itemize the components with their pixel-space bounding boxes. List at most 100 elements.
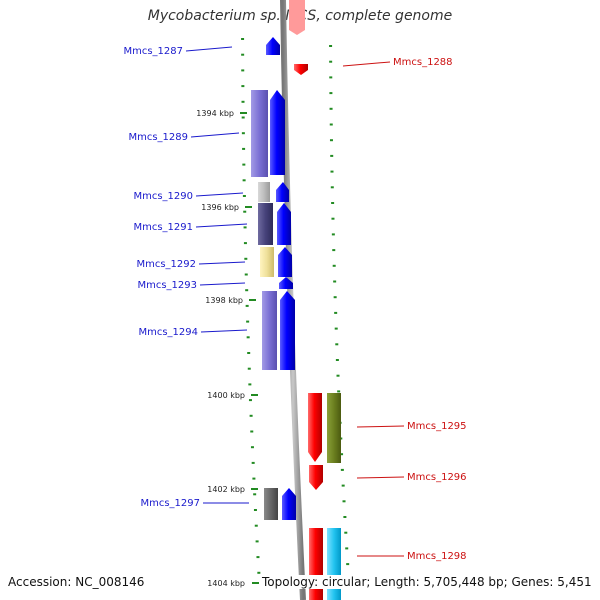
guide-dot (336, 374, 340, 377)
tick-1404: 1404 kbp (207, 579, 259, 588)
guide-dot (329, 45, 333, 47)
guide-dot (241, 69, 245, 72)
guide-dot (329, 76, 333, 79)
guide-dot (340, 468, 344, 471)
tick-label: 1400 kbp (207, 391, 245, 400)
gene-arrow-1297[interactable] (282, 488, 296, 520)
guide-dot (329, 92, 333, 95)
guide-dot (250, 446, 254, 449)
guide-dot (329, 60, 333, 63)
guide-dot (345, 547, 349, 550)
label-group-1293[interactable]: Mmcs_1293 (137, 280, 246, 291)
label-group-1297[interactable]: Mmcs_1297 (140, 498, 249, 509)
guide-dot (340, 453, 344, 456)
guide-dot (248, 399, 252, 402)
tick-1396: 1396 kbp (201, 203, 252, 212)
cog-box-1290[interactable] (258, 182, 270, 202)
guide-dot (251, 461, 255, 464)
gene-arrow-1289[interactable] (270, 90, 285, 175)
guide-dot (255, 540, 259, 543)
gene-label[interactable]: Mmcs_1289 (128, 132, 188, 143)
guide-dot (242, 163, 246, 166)
guide-dot (331, 233, 335, 236)
guide-dot (241, 132, 245, 135)
cog-box-1298[interactable] (327, 528, 341, 600)
label-group-1287[interactable]: Mmcs_1287 (123, 46, 233, 57)
tick-label: 1394 kbp (196, 109, 234, 118)
label-group-1295[interactable]: Mmcs_1295 (356, 421, 467, 432)
cog-box-1291[interactable] (258, 203, 273, 245)
guide-dot (256, 556, 260, 559)
guide-dot (246, 336, 250, 339)
label-group-1292[interactable]: Mmcs_1292 (136, 259, 246, 270)
guide-dot (244, 257, 248, 260)
guide-dot (331, 217, 335, 220)
cog-box-1292[interactable] (260, 247, 274, 277)
guide-dot (344, 531, 348, 534)
guide-dot (241, 38, 245, 40)
label-group-1294[interactable]: Mmcs_1294 (138, 327, 248, 338)
gene-arrow-1291[interactable] (277, 203, 291, 245)
gene-arrow-1295[interactable] (308, 393, 322, 462)
guide-dot (242, 147, 246, 150)
label-group-1298[interactable]: Mmcs_1298 (357, 551, 467, 562)
gene-arrow-1288[interactable] (294, 64, 308, 75)
guide-dot (334, 327, 338, 330)
gene-label[interactable]: Mmcs_1297 (140, 498, 200, 509)
guide-dot (245, 304, 249, 307)
guide-dot (249, 414, 253, 417)
guide-dot (243, 210, 247, 213)
cog-box-1289[interactable] (251, 90, 268, 177)
guide-dot (248, 383, 252, 386)
cog-box-1294[interactable] (262, 291, 277, 370)
guide-dot (241, 53, 245, 56)
cog-box-1295[interactable] (327, 393, 341, 463)
guide-dot (243, 242, 247, 245)
guide-dot (250, 430, 254, 433)
gene-label[interactable]: Mmcs_1293 (137, 280, 197, 291)
gene-label[interactable]: Mmcs_1292 (136, 259, 196, 270)
guide-dot (331, 202, 335, 204)
gene-arrow-1293[interactable] (279, 277, 293, 289)
gene-arrow-1294[interactable] (280, 291, 295, 370)
label-group-1290[interactable]: Mmcs_1290 (133, 191, 244, 202)
gene-label[interactable]: Mmcs_1298 (407, 551, 467, 562)
guide-dot (244, 273, 248, 276)
gene-arrow-1292[interactable] (278, 247, 292, 277)
guide-dot (337, 390, 341, 393)
gene-label[interactable]: Mmcs_1294 (138, 327, 198, 338)
guide-dot (253, 493, 257, 496)
gene-arrow-1290[interactable] (276, 182, 289, 202)
label-group-1288[interactable]: Mmcs_1288 (342, 57, 453, 68)
label-group-1289[interactable]: Mmcs_1289 (128, 132, 240, 143)
gene-label[interactable]: Mmcs_1287 (123, 46, 183, 57)
scale-ticks: 1394 kbp 1396 kbp 1398 kbp 1400 kbp 1402… (196, 109, 259, 588)
tick-1398: 1398 kbp (205, 296, 256, 305)
gene-label[interactable]: Mmcs_1291 (133, 222, 193, 233)
guide-dot (245, 289, 249, 292)
gene-label[interactable]: Mmcs_1295 (407, 421, 467, 432)
gene-arrow-1296[interactable] (309, 465, 323, 490)
label-group-1296[interactable]: Mmcs_1296 (356, 472, 467, 483)
gene-arrow-1298[interactable] (309, 528, 323, 600)
guide-dot (257, 571, 261, 574)
guide-dot (329, 139, 333, 142)
cog-box-1297[interactable] (264, 488, 278, 520)
tick-label: 1402 kbp (207, 485, 245, 494)
gene-label[interactable]: Mmcs_1290 (133, 191, 193, 202)
guide-dot (247, 352, 251, 354)
guide-dot (242, 179, 246, 182)
gene-label[interactable]: Mmcs_1296 (407, 472, 467, 483)
gene-arrow-1287[interactable] (266, 37, 280, 55)
gene-label[interactable]: Mmcs_1288 (393, 57, 453, 68)
guide-dot (254, 524, 258, 527)
gene-arrow-top-partial[interactable] (289, 0, 305, 35)
guide-dot (335, 359, 339, 361)
label-group-1291[interactable]: Mmcs_1291 (133, 222, 248, 233)
right-gene-labels: Mmcs_1288 Mmcs_1295 Mmcs_1296 Mmcs_1298 (342, 57, 467, 562)
guide-dot (242, 195, 246, 197)
guide-dot (332, 264, 336, 267)
guide-dot (252, 477, 256, 480)
tick-label: 1398 kbp (205, 296, 243, 305)
